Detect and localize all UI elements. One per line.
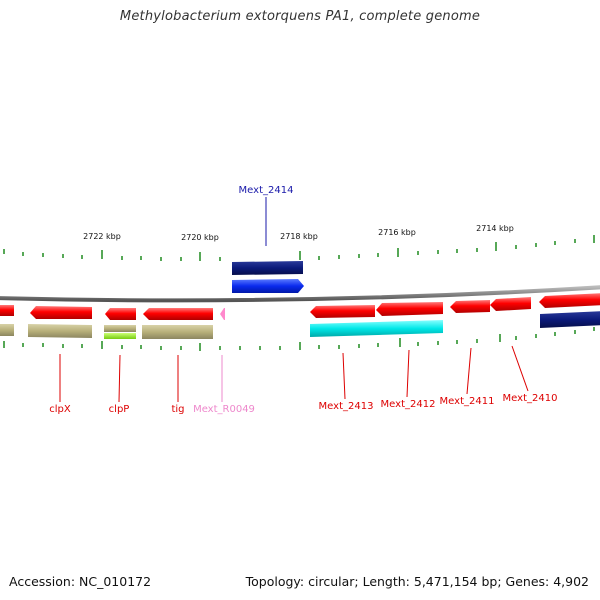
feature-khaki-block[interactable] [142,325,213,339]
callout-label-tig[interactable]: tig [171,404,184,415]
callout-label-mext-r0049[interactable]: Mext_R0049 [193,404,255,415]
feature-khaki-block[interactable] [28,324,92,338]
scale-label: 2722 kbp [83,232,121,241]
callout-lines [59,197,529,403]
callout-label-clpx[interactable]: clpX [49,404,71,415]
gene-clpp-arrow[interactable] [105,308,136,320]
map-title: Methylobacterium extorquens PA1, complet… [119,9,481,24]
feature-lime-block[interactable] [104,333,136,339]
outer-tick-row [3,235,595,261]
gene-clpx-left-arrow[interactable] [0,305,14,316]
feature-cyan-block[interactable] [310,320,443,337]
gene-mext-2414-navy-block[interactable] [232,261,303,275]
scale-label: 2714 kbp [476,224,514,233]
inner-feature-blocks [0,311,600,339]
scale-label: 2716 kbp [378,228,416,237]
callout-label-mext-2411[interactable]: Mext_2411 [440,396,495,407]
gene-mext-2413-arrow[interactable] [310,305,375,318]
feature-navy-block[interactable] [540,311,600,328]
genome-backbone [0,285,600,303]
callout-label-clpp[interactable]: clpP [109,404,130,415]
gene-mext-2411-arrow[interactable] [450,300,490,313]
feature-khaki-block[interactable] [0,324,14,336]
cds-arrows [0,293,600,320]
accession-label: Accession: NC_010172 [9,574,152,589]
gene-mext-2410-arrow[interactable] [539,293,600,308]
scale-label: 2720 kbp [181,233,219,242]
gene-mext-r0049-arrow[interactable] [220,308,225,320]
inner-tick-row [3,327,595,351]
gene-mext-2412-arrow[interactable] [376,302,443,316]
gene-tig-arrow[interactable] [143,308,213,320]
scale-label: 2718 kbp [280,232,318,241]
feature-khaki-block[interactable] [104,325,136,332]
callout-label-mext-2414[interactable]: Mext_2414 [239,185,294,196]
gene-clpx-arrow[interactable] [30,306,92,319]
callout-label-mext-2412[interactable]: Mext_2412 [381,399,436,410]
gene-mext-2414-arrow[interactable] [232,279,304,293]
topology-label: Topology: circular; Length: 5,471,154 bp… [245,574,589,589]
gene-mext-2411b-arrow[interactable] [490,297,531,311]
callout-label-mext-2410[interactable]: Mext_2410 [503,393,558,404]
callout-label-mext-2413[interactable]: Mext_2413 [319,401,374,412]
